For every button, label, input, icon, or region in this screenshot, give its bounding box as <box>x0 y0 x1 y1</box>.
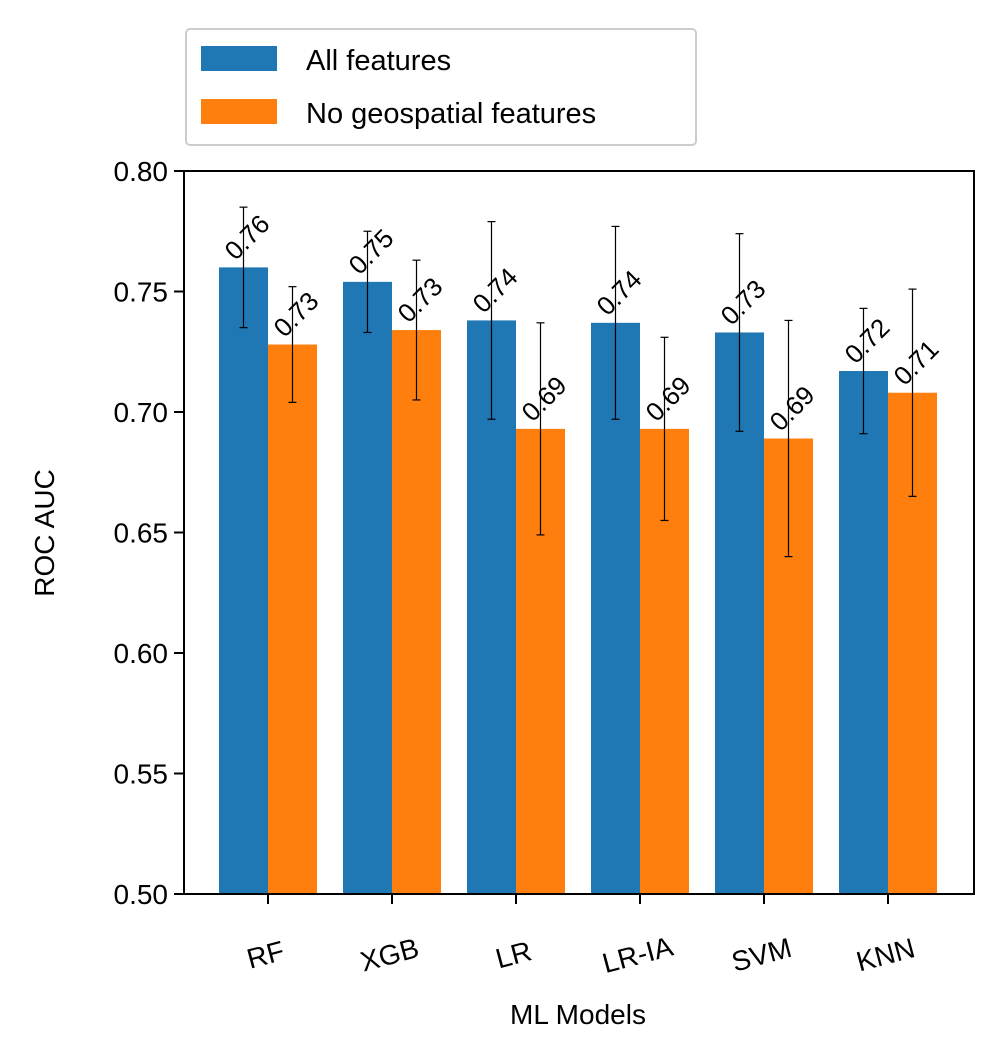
bar-no-geospatial-xgb <box>392 330 441 894</box>
y-tick-label: 0.80 <box>114 156 169 187</box>
y-tick-label: 0.60 <box>114 638 169 669</box>
plot-frame <box>183 170 975 895</box>
y-axis: 0.50 0.55 0.60 0.65 0.70 0.75 0.80 <box>114 156 184 910</box>
bar-value-label: 0.74 <box>467 262 524 319</box>
bar-value-label: 0.73 <box>392 271 449 328</box>
bar-value-label: 0.71 <box>888 334 945 391</box>
x-tick-label: XGB <box>357 932 422 977</box>
error-bars <box>239 206 917 558</box>
bar-all-features-xgb <box>343 281 392 894</box>
bar-value-label: 0.69 <box>764 380 821 437</box>
y-tick-label: 0.55 <box>114 759 169 790</box>
bar-value-label: 0.72 <box>839 312 896 369</box>
bar-value-label: 0.73 <box>268 286 325 343</box>
bar-value-label: 0.69 <box>640 370 697 427</box>
y-tick-label: 0.65 <box>114 518 169 549</box>
x-tick-label: LR <box>492 935 535 974</box>
legend-label-all-features: All features <box>306 45 451 77</box>
bar-value-label: 0.74 <box>591 264 648 321</box>
x-tick-label: RF <box>244 935 288 975</box>
bar-value-label: 0.73 <box>715 274 772 331</box>
x-axis: RF XGB LR LR-IA SVM KNN <box>244 894 918 980</box>
x-tick-label: KNN <box>853 932 918 977</box>
bar-value-label: 0.69 <box>516 370 573 427</box>
bar-labels: 0.760.730.750.73 0.740.690.740.690.730.69… <box>219 209 945 437</box>
legend-swatch-no-geospatial-features <box>201 99 277 124</box>
y-axis-label: ROC AUC <box>29 469 60 597</box>
bar-no-geospatial-rf <box>268 344 317 894</box>
y-tick-label: 0.75 <box>114 277 169 308</box>
bars <box>219 267 937 895</box>
bar-value-label: 0.75 <box>343 223 400 280</box>
bar-all-features-rf <box>219 267 268 894</box>
y-tick-label: 0.50 <box>114 879 169 910</box>
bar-value-label: 0.76 <box>219 209 276 266</box>
legend-label-no-geospatial-features: No geospatial features <box>306 98 596 130</box>
x-tick-label: SVM <box>728 932 795 978</box>
x-axis-label: ML Models <box>510 999 646 1030</box>
bar-all-features-knn <box>839 371 888 894</box>
legend: All features No geospatial features <box>185 28 697 146</box>
legend-frame <box>185 28 697 146</box>
y-tick-label: 0.70 <box>114 397 169 428</box>
legend-swatch-all-features <box>201 46 277 71</box>
x-tick-label: LR-IA <box>599 931 676 980</box>
